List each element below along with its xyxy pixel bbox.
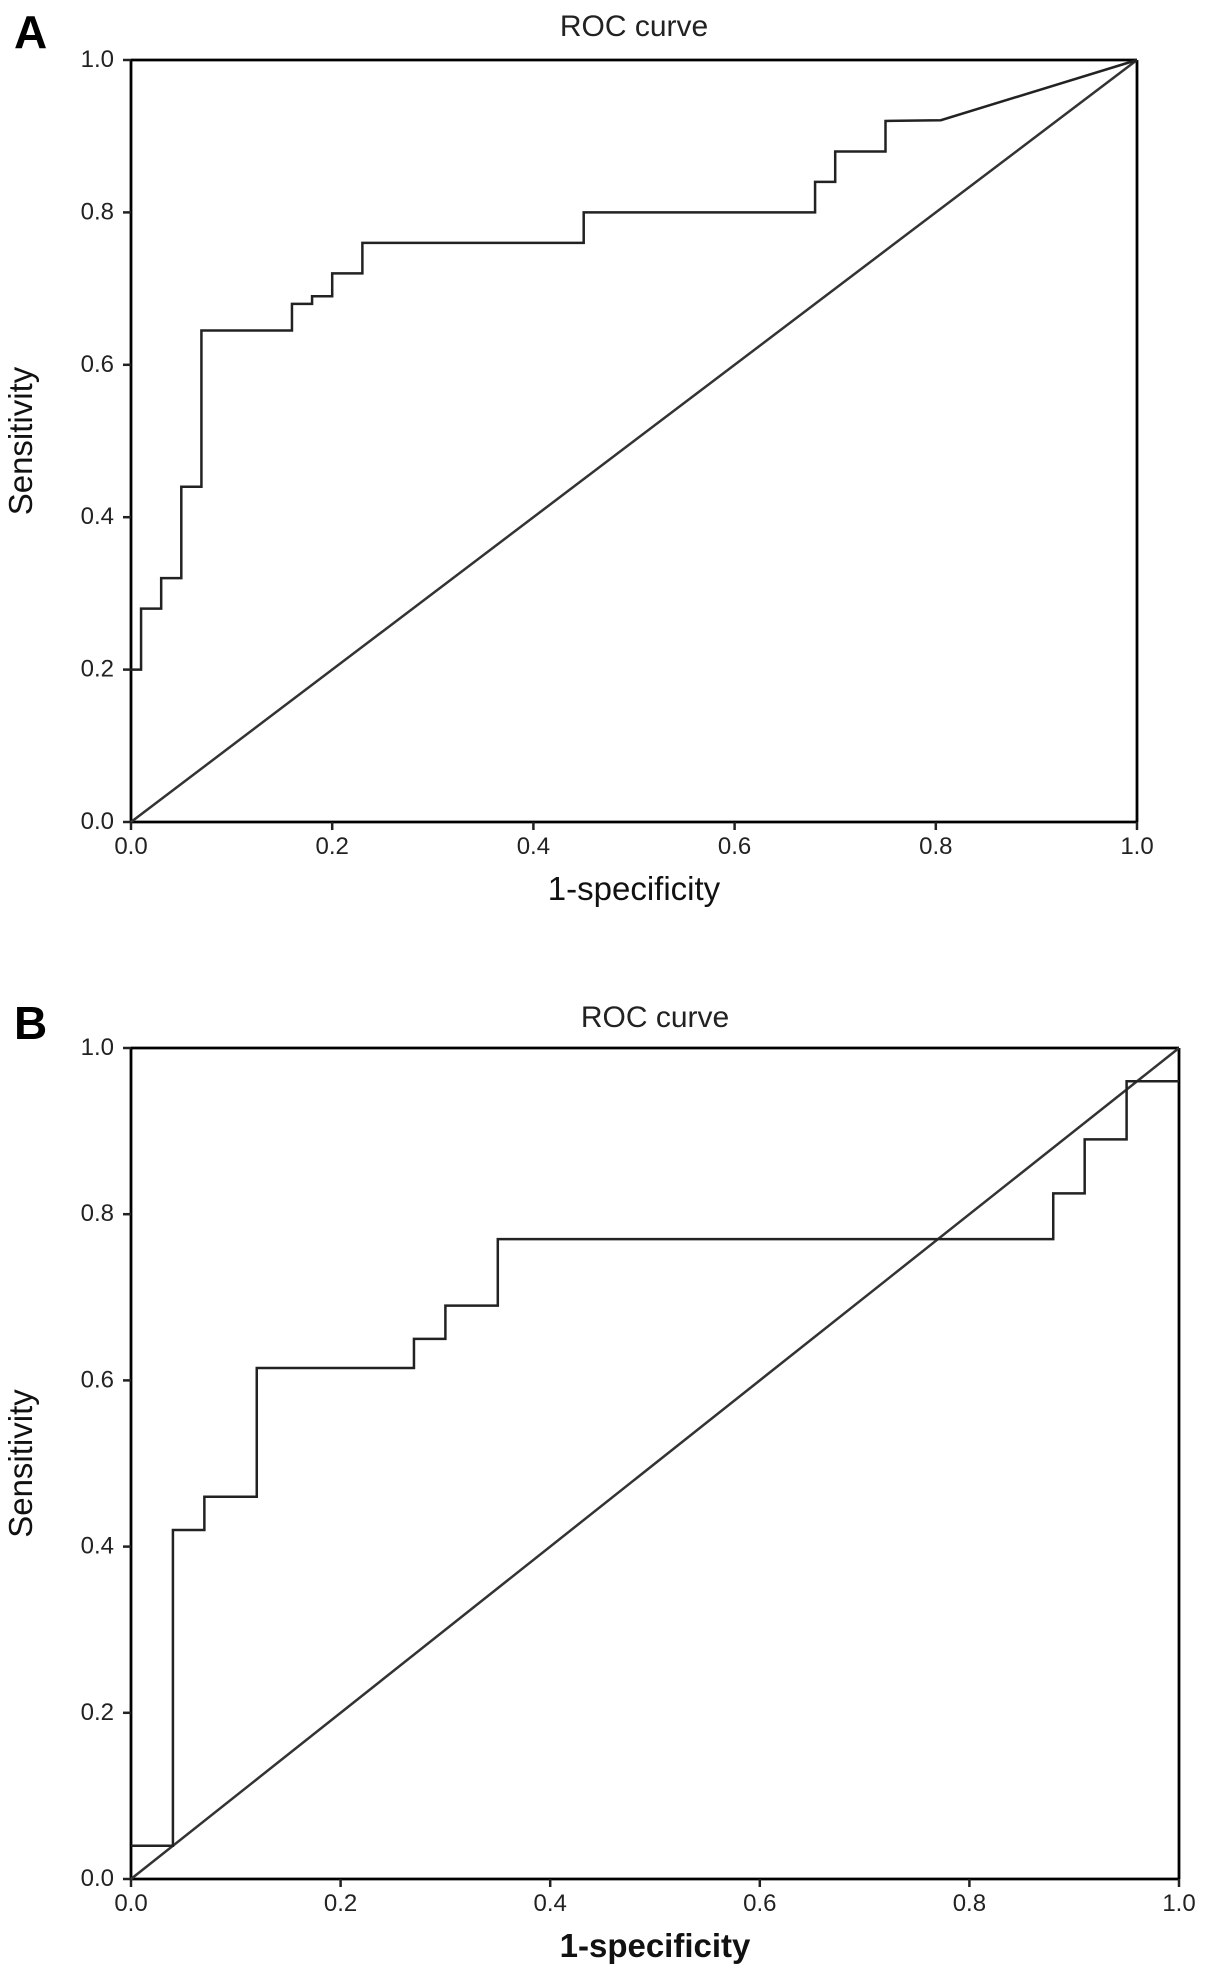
svg-text:Sensitivity: Sensitivity: [2, 366, 39, 515]
svg-text:0.8: 0.8: [953, 1890, 986, 1917]
svg-text:0.0: 0.0: [81, 808, 114, 835]
svg-text:0.2: 0.2: [324, 1890, 357, 1917]
svg-text:1.0: 1.0: [81, 1034, 114, 1061]
svg-text:0.0: 0.0: [114, 1890, 147, 1917]
svg-text:ROC curve: ROC curve: [560, 10, 708, 43]
svg-text:1.0: 1.0: [81, 46, 114, 73]
svg-text:0.6: 0.6: [81, 1366, 114, 1393]
svg-text:0.2: 0.2: [81, 656, 114, 683]
svg-text:0.2: 0.2: [316, 833, 349, 860]
svg-text:1-specificity: 1-specificity: [548, 870, 721, 907]
svg-text:0.0: 0.0: [81, 1865, 114, 1892]
svg-text:0.8: 0.8: [81, 1200, 114, 1227]
svg-text:0.0: 0.0: [114, 833, 147, 860]
svg-text:ROC curve: ROC curve: [581, 1001, 729, 1034]
svg-text:B: B: [14, 997, 47, 1049]
svg-text:0.4: 0.4: [517, 833, 550, 860]
svg-text:0.8: 0.8: [81, 198, 114, 225]
svg-text:A: A: [14, 6, 47, 58]
svg-text:0.4: 0.4: [534, 1890, 567, 1917]
svg-text:0.4: 0.4: [81, 1533, 114, 1560]
svg-text:1.0: 1.0: [1120, 833, 1153, 860]
svg-text:1.0: 1.0: [1162, 1890, 1195, 1917]
svg-text:0.6: 0.6: [81, 351, 114, 378]
svg-text:0.6: 0.6: [743, 1890, 776, 1917]
svg-text:1-specificity: 1-specificity: [560, 1927, 751, 1964]
svg-text:0.4: 0.4: [81, 503, 114, 530]
svg-text:0.6: 0.6: [718, 833, 751, 860]
svg-text:Sensitivity: Sensitivity: [2, 1389, 39, 1538]
svg-text:0.8: 0.8: [919, 833, 952, 860]
svg-text:0.2: 0.2: [81, 1699, 114, 1726]
